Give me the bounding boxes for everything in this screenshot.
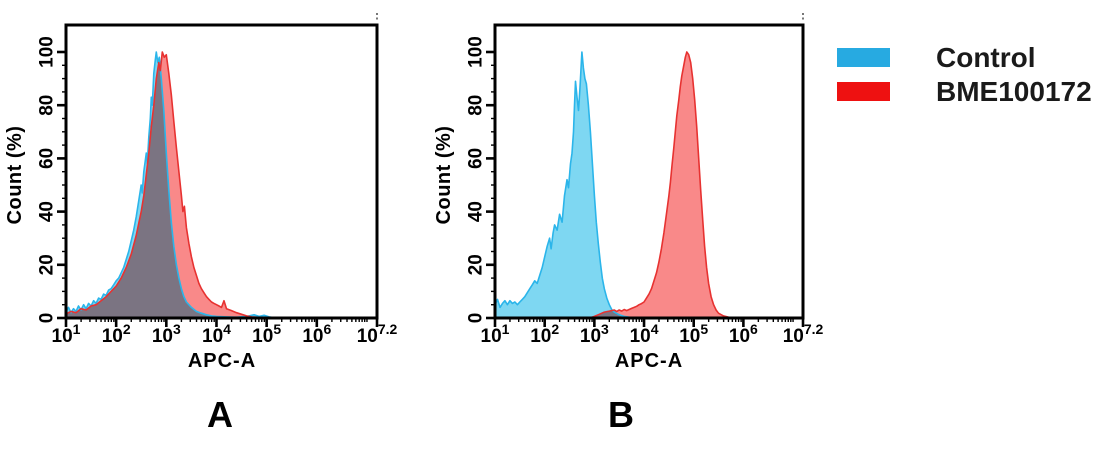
y-tick-label: 40 xyxy=(466,201,487,222)
x-tick-label: 105 xyxy=(252,321,281,347)
y-tick-label: 20 xyxy=(37,254,58,275)
x-tick-label: 101 xyxy=(52,321,81,347)
series-control-fill-panel-b xyxy=(495,52,803,318)
legend-label-control: Control xyxy=(936,42,1036,73)
x-axis-title-panel-b: APC-A xyxy=(614,350,684,372)
x-tick-label: 103 xyxy=(152,321,181,347)
legend: Control BME100172 xyxy=(837,42,1092,116)
series-control-outline-panel-a xyxy=(65,51,377,319)
legend-swatch-bme100172 xyxy=(837,82,890,101)
panel-letter-b: B xyxy=(608,394,634,435)
x-tick-label: 101 xyxy=(481,321,510,347)
x-tick-label: 107.2 xyxy=(357,321,398,347)
y-axis-title-panel-a: Count (%) xyxy=(4,125,26,225)
legend-swatch-control xyxy=(837,48,890,67)
x-tick-label: 106 xyxy=(729,321,758,347)
x-tick-label: 104 xyxy=(202,321,231,347)
y-tick-label: 0 xyxy=(37,313,58,324)
y-tick-label: 40 xyxy=(37,201,58,222)
series-control-outline-panel-b xyxy=(494,51,803,319)
x-tick-label: 107.2 xyxy=(783,321,824,347)
y-tick-label: 60 xyxy=(466,148,487,169)
y-tick-label: 60 xyxy=(37,148,58,169)
x-axis-title-panel-a: APC-A xyxy=(187,350,257,372)
x-tick-label: 105 xyxy=(679,321,708,347)
axis-frame xyxy=(64,23,379,320)
y-tick-label: 20 xyxy=(466,254,487,275)
y-axis-title-panel-b: Count (%) xyxy=(433,125,455,225)
x-tick-label: 102 xyxy=(102,321,131,347)
series-bme100172-outline-panel-a xyxy=(65,51,377,319)
legend-item-bme100172: BME100172 xyxy=(837,76,1092,107)
y-tick-label: 100 xyxy=(37,36,58,68)
x-tick-label: 102 xyxy=(530,321,559,347)
legend-item-control: Control xyxy=(837,42,1092,73)
series-bme100172-fill-panel-a xyxy=(66,52,377,318)
y-tick-label: 80 xyxy=(37,95,58,116)
y-tick-label: 80 xyxy=(466,95,487,116)
panel-letter-a: A xyxy=(207,394,233,435)
y-tick-label: 0 xyxy=(466,313,487,324)
series-control-fill-panel-a xyxy=(66,52,377,318)
x-tick-label: 106 xyxy=(302,321,331,347)
x-tick-label: 103 xyxy=(580,321,609,347)
y-tick-label: 100 xyxy=(466,36,487,68)
x-tick-label: 104 xyxy=(630,321,659,347)
legend-label-bme100172: BME100172 xyxy=(936,76,1092,107)
series-bme100172-outline-panel-b xyxy=(495,51,803,319)
